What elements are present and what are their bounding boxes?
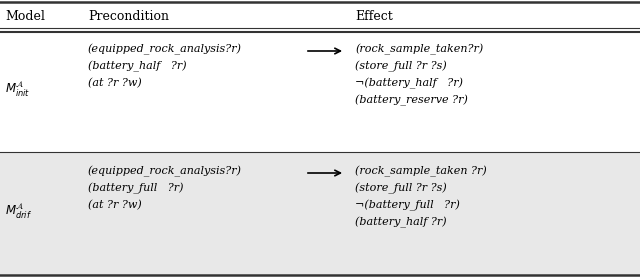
- Text: (battery_half ?r): (battery_half ?r): [355, 217, 447, 228]
- Text: $M^{\mathcal{A}}_{init}$: $M^{\mathcal{A}}_{init}$: [5, 79, 31, 99]
- Text: (at ?r ?w): (at ?r ?w): [88, 200, 141, 210]
- Text: (rock_sample_taken ?r): (rock_sample_taken ?r): [355, 166, 487, 177]
- Bar: [0, 30, 640, 152]
- Text: (equipped_rock_analysis?r): (equipped_rock_analysis?r): [88, 44, 242, 55]
- Text: (battery_half   ?r): (battery_half ?r): [88, 61, 187, 72]
- Text: $M^{\mathcal{A}}_{drif}$: $M^{\mathcal{A}}_{drif}$: [5, 202, 32, 221]
- Bar: [0, 152, 640, 275]
- Text: (equipped_rock_analysis?r): (equipped_rock_analysis?r): [88, 166, 242, 177]
- Text: (battery_reserve ?r): (battery_reserve ?r): [355, 95, 468, 106]
- Bar: [0, 2, 640, 30]
- Text: Model: Model: [5, 11, 45, 24]
- Text: (store_full ?r ?s): (store_full ?r ?s): [355, 183, 447, 194]
- Text: ¬(battery_full   ?r): ¬(battery_full ?r): [355, 200, 460, 211]
- Text: (at ?r ?w): (at ?r ?w): [88, 78, 141, 88]
- Text: (battery_full   ?r): (battery_full ?r): [88, 183, 184, 194]
- Text: (store_full ?r ?s): (store_full ?r ?s): [355, 61, 447, 72]
- Text: Precondition: Precondition: [88, 11, 169, 24]
- Text: (rock_sample_taken?r): (rock_sample_taken?r): [355, 44, 483, 55]
- Text: Effect: Effect: [355, 11, 393, 24]
- Text: ¬(battery_half   ?r): ¬(battery_half ?r): [355, 78, 463, 89]
